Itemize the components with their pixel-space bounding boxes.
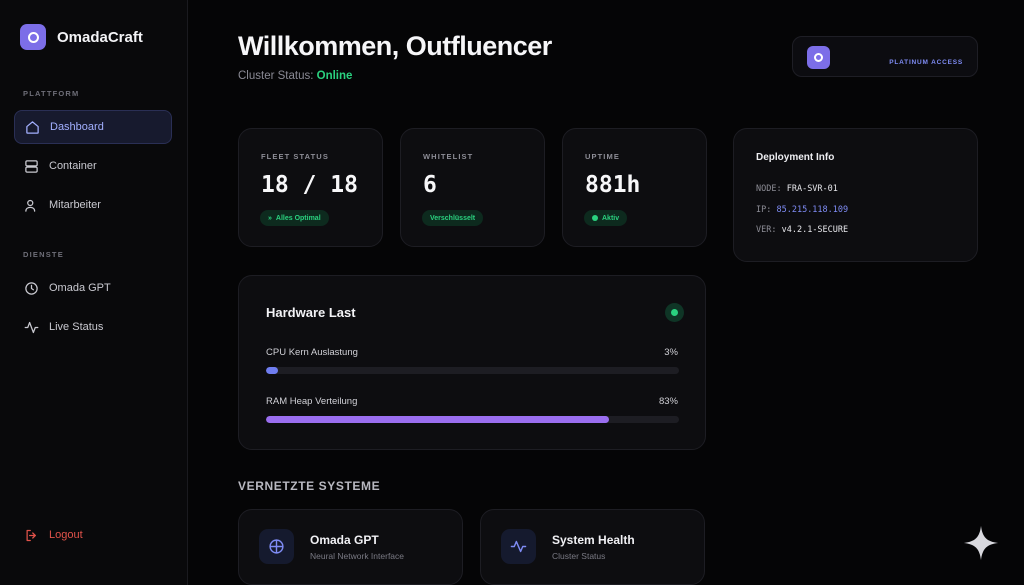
deployment-title: Deployment Info <box>756 152 835 163</box>
sidebar-item-label: Live Status <box>49 321 104 333</box>
sidebar-item-live-status[interactable]: Live Status <box>14 310 172 344</box>
hardware-title: Hardware Last <box>266 305 356 320</box>
section-label-platform: PLATTFORM <box>23 89 80 98</box>
stat-value: 18 / 18 <box>261 172 358 198</box>
live-indicator <box>665 303 684 322</box>
logout-button[interactable]: Logout <box>14 518 172 552</box>
section-label-services: DIENSTE <box>23 250 64 259</box>
cpu-label: CPU Kern Auslastung <box>266 347 358 358</box>
home-icon <box>26 120 39 134</box>
deployment-ver-key: VER: <box>756 225 777 235</box>
stat-label: WHITELIST <box>423 152 474 161</box>
system-name: System Health <box>552 533 635 547</box>
globe-icon <box>259 529 294 564</box>
connected-systems-heading: VERNETZTE SYSTEME <box>238 479 381 493</box>
sidebar-item-mitarbeiter[interactable]: Mitarbeiter <box>14 188 172 222</box>
deployment-version: VER: v4.2.1-SECURE <box>756 225 848 235</box>
server-icon <box>25 159 38 173</box>
sparkle-icon[interactable] <box>962 524 1000 562</box>
sidebar: OmadaCraft PLATTFORM Dashboard Container… <box>0 0 188 585</box>
sidebar-item-label: Omada GPT <box>49 282 111 294</box>
sidebar-item-omada-gpt[interactable]: Omada GPT <box>14 271 172 305</box>
status-badge: » Alles Optimal <box>260 210 329 226</box>
deployment-ver-value: v4.2.1-SECURE <box>781 225 849 235</box>
page-title: Willkommen, Outfluencer <box>238 31 552 61</box>
cluster-status: Cluster Status: Online <box>238 70 352 82</box>
deployment-node-value: FRA-SVR-01 <box>786 184 838 194</box>
ram-progress-track <box>266 416 679 423</box>
badge-label: Alles Optimal <box>275 214 321 222</box>
sidebar-item-label: Container <box>49 160 97 172</box>
system-name: Omada GPT <box>310 533 379 547</box>
deployment-node-key: NODE: <box>756 184 782 194</box>
stat-label: FLEET STATUS <box>261 152 329 161</box>
user-icon <box>25 199 36 212</box>
system-card-system-health[interactable]: System Health Cluster Status <box>480 509 705 585</box>
cpu-progress-track <box>266 367 679 374</box>
deployment-ip: IP: 85.215.118.109 <box>756 205 848 215</box>
hardware-load-card: Hardware Last CPU Kern Auslastung 3% RAM… <box>238 275 706 450</box>
sidebar-item-dashboard[interactable]: Dashboard <box>14 110 172 144</box>
stat-card-uptime: UPTIME 881h Aktiv <box>562 128 707 247</box>
platinum-access-badge[interactable]: PLATINUM ACCESS <box>792 36 978 77</box>
clock-icon <box>25 281 38 295</box>
deployment-ip-key: IP: <box>756 205 772 215</box>
status-dot <box>592 215 598 221</box>
access-label: PLATINUM ACCESS <box>889 59 963 66</box>
badge-label: Aktiv <box>602 214 620 222</box>
ram-progress-fill <box>266 416 609 423</box>
sidebar-item-container[interactable]: Container <box>14 149 172 183</box>
brand[interactable]: OmadaCraft <box>20 24 143 50</box>
ram-label: RAM Heap Verteilung <box>266 396 358 407</box>
status-badge: Aktiv <box>584 210 628 226</box>
stat-card-whitelist: WHITELIST 6 Verschlüsselt <box>400 128 545 247</box>
logo-icon <box>807 46 830 69</box>
logout-icon <box>26 529 36 541</box>
pulse-icon <box>501 529 536 564</box>
sidebar-item-label: Mitarbeiter <box>49 199 101 211</box>
cpu-progress-fill <box>266 367 279 374</box>
logout-label: Logout <box>49 529 83 541</box>
cpu-percent: 3% <box>664 347 678 358</box>
cluster-status-value: Online <box>316 70 353 82</box>
status-badge: Verschlüsselt <box>422 210 484 226</box>
system-subtitle: Cluster Status <box>552 551 606 561</box>
stat-value: 6 <box>423 172 437 198</box>
deployment-info-card: Deployment Info NODE: FRA-SVR-01 IP: 85.… <box>733 128 978 262</box>
cluster-status-label: Cluster Status: <box>238 70 314 82</box>
stat-card-fleet: FLEET STATUS 18 / 18 » Alles Optimal <box>238 128 383 247</box>
deployment-node: NODE: FRA-SVR-01 <box>756 184 838 194</box>
ram-percent: 83% <box>658 396 678 407</box>
deployment-ip-value: 85.215.118.109 <box>776 205 849 215</box>
system-card-omada-gpt[interactable]: Omada GPT Neural Network Interface <box>238 509 463 585</box>
sidebar-item-label: Dashboard <box>50 121 104 133</box>
activity-icon <box>24 321 39 333</box>
badge-label: Verschlüsselt <box>430 214 476 222</box>
stat-value: 881h <box>585 172 641 198</box>
badge-bullet: » <box>268 214 272 222</box>
system-subtitle: Neural Network Interface <box>310 551 405 561</box>
logo-icon <box>20 24 46 50</box>
stat-label: UPTIME <box>585 152 620 161</box>
brand-name: OmadaCraft <box>57 28 143 46</box>
